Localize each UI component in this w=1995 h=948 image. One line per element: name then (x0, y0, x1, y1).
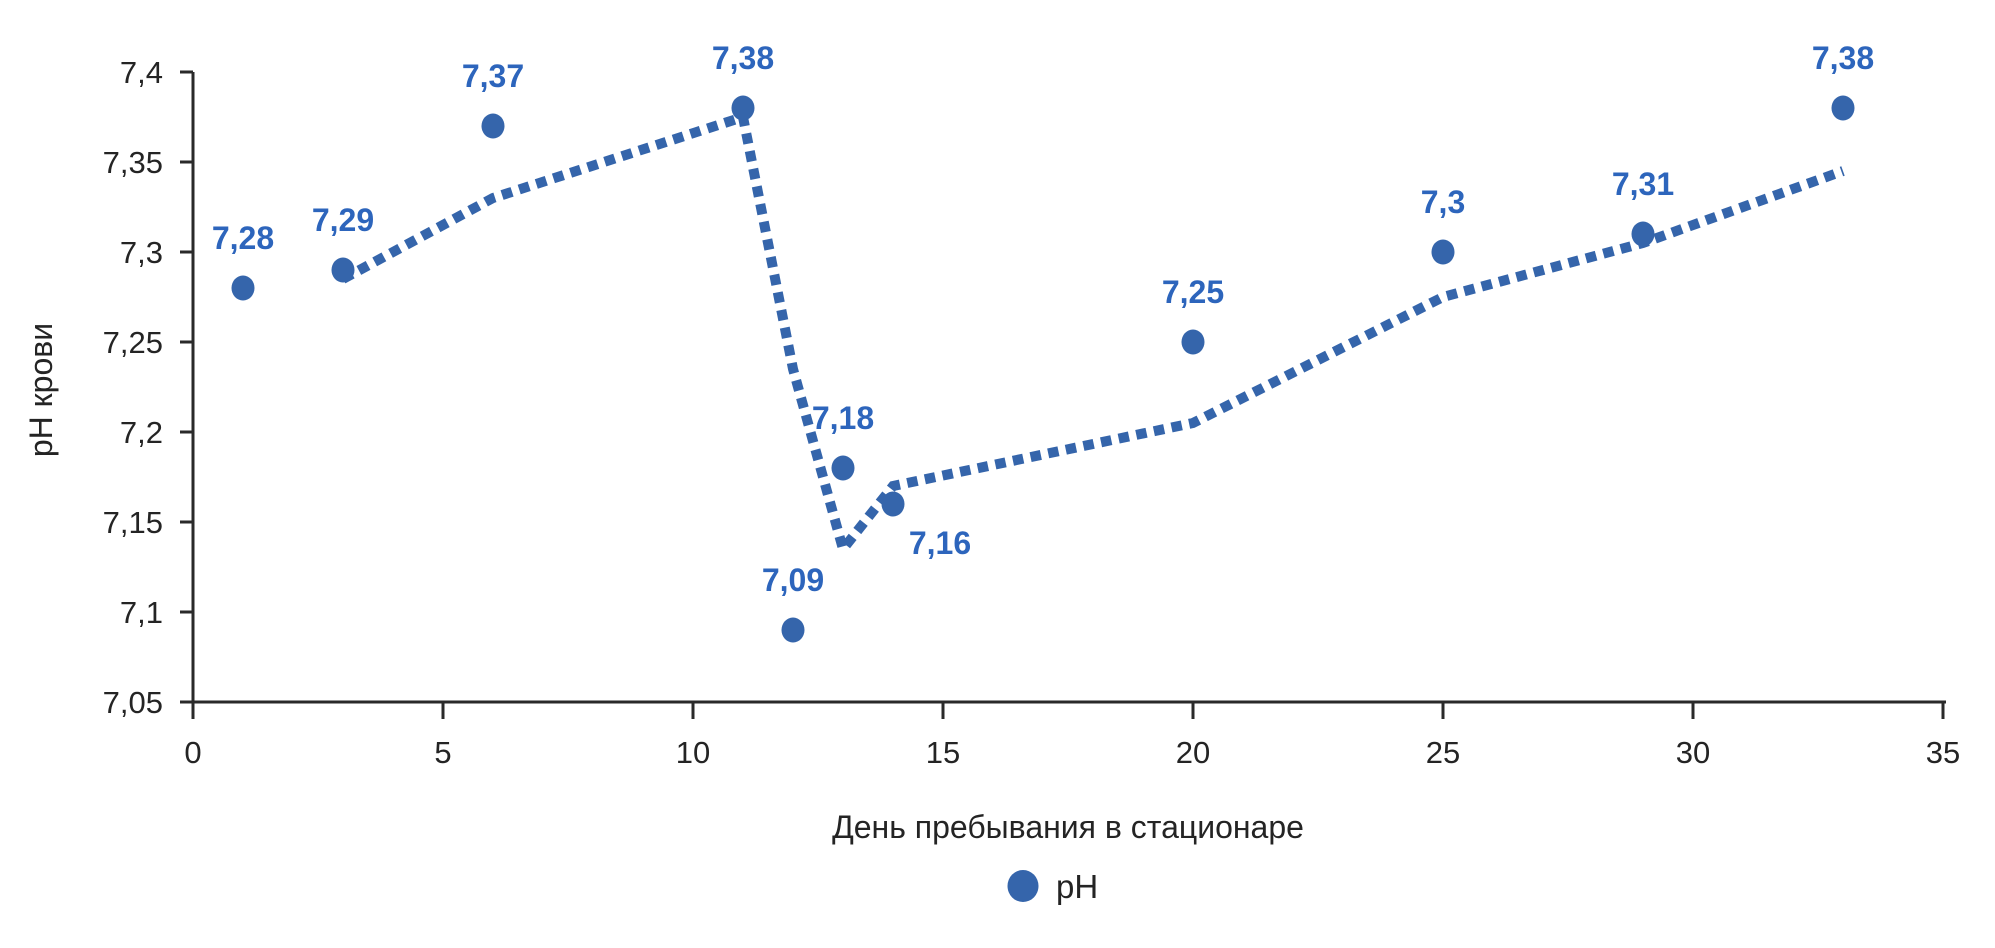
legend-label-ph: pH (1056, 868, 1098, 905)
y-tick-label: 7,3 (120, 235, 163, 270)
y-tick-label: 7,25 (103, 325, 163, 360)
data-point (1831, 95, 1855, 121)
data-point-label: 7,31 (1612, 166, 1674, 202)
x-tick-label: 20 (1176, 735, 1210, 770)
y-tick-label: 7,05 (103, 685, 163, 720)
data-point-label: 7,18 (812, 400, 874, 436)
data-point-label: 7,37 (462, 58, 524, 94)
data-labels: 7,28 7,29 7,37 7,38 7,09 7,18 7,16 7,25 7,3 7,31 7… (212, 40, 1874, 598)
data-point (1631, 221, 1655, 247)
x-axis-ticks: 0 5 10 15 20 25 30 35 (184, 702, 1960, 770)
data-point (1431, 239, 1455, 265)
y-tick-label: 7,4 (120, 55, 163, 90)
y-axis-ticks: 7,4 7,35 7,3 7,25 7,2 7,15 7,1 7,05 (103, 55, 193, 720)
data-point (831, 455, 855, 481)
x-tick-label: 30 (1676, 735, 1710, 770)
data-point (881, 491, 905, 517)
data-points (231, 95, 1855, 643)
data-point-label: 7,29 (312, 202, 374, 238)
y-axis-title: pH крови (23, 323, 59, 457)
data-point (231, 275, 255, 301)
data-point-label: 7,38 (712, 40, 774, 76)
trend-polyline (340, 110, 1845, 560)
y-tick-label: 7,15 (103, 505, 163, 540)
x-axis-title: День пребывания в стационаре (832, 809, 1304, 845)
legend-marker-circle-icon (1007, 870, 1039, 902)
data-point-label: 7,25 (1162, 274, 1224, 310)
data-point-label: 7,16 (909, 525, 971, 561)
trend-line (340, 110, 1845, 560)
y-tick-label: 7,1 (120, 595, 163, 630)
data-point (1181, 329, 1205, 355)
y-tick-label: 7,2 (120, 415, 163, 450)
data-point (731, 95, 755, 121)
x-tick-label: 35 (1926, 735, 1960, 770)
data-point-label: 7,09 (762, 562, 824, 598)
data-point (781, 617, 805, 643)
data-point (331, 257, 355, 283)
x-tick-label: 15 (926, 735, 960, 770)
legend: pH (1007, 868, 1098, 905)
data-point-label: 7,3 (1421, 184, 1465, 220)
data-point-label: 7,38 (1812, 40, 1874, 76)
x-tick-label: 10 (676, 735, 710, 770)
x-tick-label: 25 (1426, 735, 1460, 770)
x-tick-label: 5 (434, 735, 451, 770)
y-tick-label: 7,35 (103, 145, 163, 180)
x-tick-label: 0 (184, 735, 201, 770)
axes (191, 72, 1946, 704)
data-point (481, 113, 505, 139)
data-point-label: 7,28 (212, 220, 274, 256)
